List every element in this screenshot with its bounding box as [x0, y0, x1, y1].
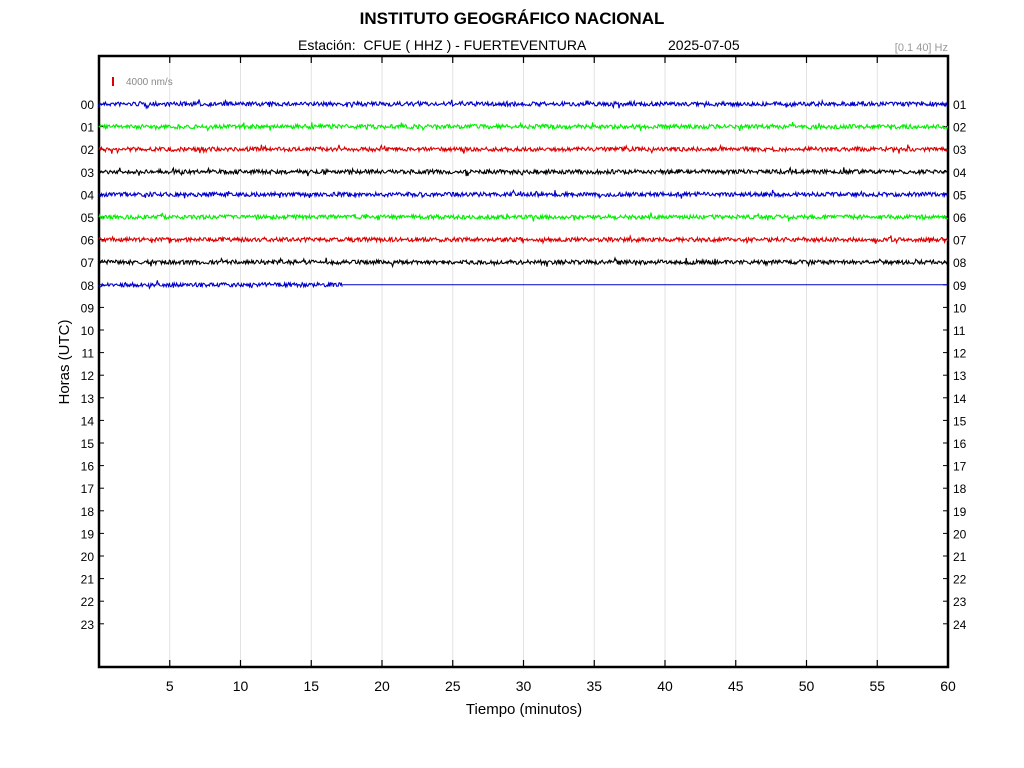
y-tick-label-right: 08 — [953, 256, 967, 270]
x-tick-label: 35 — [586, 678, 602, 694]
x-tick-label: 5 — [166, 678, 174, 694]
y-axis-label: Horas (UTC) — [56, 319, 73, 404]
trace-hour-00 — [98, 98, 949, 110]
y-tick-label-left: 15 — [81, 437, 95, 451]
y-tick-label-left: 18 — [81, 505, 95, 519]
y-tick-label-right: 17 — [953, 460, 967, 474]
station-label: Estación: CFUE ( HHZ ) - FUERTEVENTURA — [298, 37, 587, 53]
y-tick-label-left: 06 — [81, 234, 95, 248]
y-tick-label-left: 10 — [81, 324, 95, 338]
y-tick-label-left: 20 — [81, 550, 95, 564]
scale-label: 4000 nm/s — [126, 77, 173, 88]
y-tick-label-left: 17 — [81, 482, 95, 496]
x-tick-label: 10 — [233, 678, 249, 694]
y-tick-label-right: 19 — [953, 505, 967, 519]
y-tick-label-left: 13 — [81, 392, 95, 406]
x-tick-label: 20 — [374, 678, 390, 694]
y-tick-label-left: 05 — [81, 211, 95, 225]
x-tick-label: 60 — [940, 678, 956, 694]
y-tick-label-left: 22 — [81, 595, 95, 609]
y-tick-label-right: 20 — [953, 527, 967, 541]
y-tick-label-right: 22 — [953, 573, 967, 587]
y-tick-label-right: 11 — [953, 324, 966, 338]
y-tick-label-right: 07 — [953, 234, 967, 248]
x-tick-label: 15 — [303, 678, 319, 694]
x-tick-label: 30 — [516, 678, 532, 694]
y-tick-label-right: 14 — [953, 392, 967, 406]
trace-hour-02 — [98, 143, 948, 155]
x-tick-label: 25 — [445, 678, 461, 694]
y-tick-label-left: 21 — [81, 573, 95, 587]
y-tick-label-right: 12 — [953, 347, 967, 361]
y-tick-label-right: 05 — [953, 188, 967, 202]
x-tick-label: 40 — [657, 678, 673, 694]
trace-hour-08 — [98, 280, 343, 290]
y-tick-label-right: 04 — [953, 166, 967, 180]
y-tick-label-left: 11 — [82, 347, 95, 361]
trace-hour-01 — [98, 121, 949, 133]
x-axis-label: Tiempo (minutos) — [466, 701, 582, 718]
filter-band: [0.1 40] Hz — [894, 42, 948, 54]
y-tick-label-left: 04 — [81, 188, 95, 202]
y-tick-label-right: 02 — [953, 121, 967, 135]
y-tick-label-right: 01 — [953, 98, 967, 112]
y-tick-label-left: 02 — [81, 143, 95, 157]
y-tick-label-left: 19 — [81, 527, 95, 541]
y-tick-label-right: 06 — [953, 211, 967, 225]
trace-hour-03 — [98, 166, 948, 177]
y-tick-label-left: 23 — [81, 618, 95, 632]
y-tick-label-left: 01 — [81, 121, 95, 135]
y-tick-label-left: 09 — [81, 301, 95, 315]
y-tick-label-right: 16 — [953, 437, 967, 451]
trace-hour-05 — [98, 212, 949, 222]
y-tick-label-left: 14 — [81, 414, 95, 428]
y-tick-label-right: 10 — [953, 301, 967, 315]
x-tick-label: 50 — [799, 678, 815, 694]
x-tick-label: 55 — [869, 678, 885, 694]
y-tick-label-right: 18 — [953, 482, 967, 496]
y-tick-label-left: 00 — [81, 98, 95, 112]
y-tick-label-right: 15 — [953, 414, 967, 428]
y-tick-label-left: 12 — [81, 369, 95, 383]
y-tick-label-left: 08 — [81, 279, 95, 293]
trace-hour-06 — [98, 234, 949, 245]
y-tick-label-right: 03 — [953, 143, 967, 157]
y-tick-label-left: 03 — [81, 166, 95, 180]
y-tick-label-right: 09 — [953, 279, 967, 293]
y-tick-label-right: 21 — [953, 550, 967, 564]
x-tick-label: 45 — [728, 678, 744, 694]
y-tick-label-right: 23 — [953, 595, 967, 609]
y-tick-label-right: 24 — [953, 618, 967, 632]
y-tick-label-left: 07 — [81, 256, 95, 270]
y-tick-label-left: 16 — [81, 460, 95, 474]
chart-title: INSTITUTO GEOGRÁFICO NACIONAL — [359, 9, 665, 28]
trace-hour-04 — [98, 189, 949, 200]
trace-hour-07 — [98, 256, 949, 269]
record-date: 2025-07-05 — [668, 37, 740, 53]
y-tick-label-right: 13 — [953, 369, 967, 383]
